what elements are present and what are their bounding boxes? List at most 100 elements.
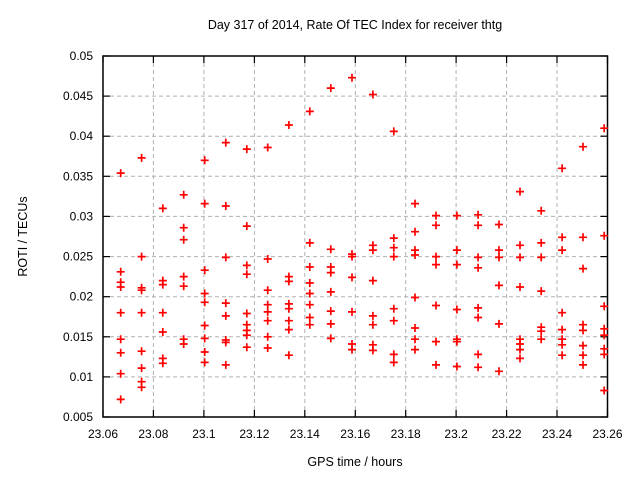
data-point-marker (221, 360, 230, 369)
data-point-marker (411, 335, 419, 344)
data-point-marker (368, 311, 377, 320)
data-point-marker (200, 348, 209, 356)
data-point-marker (116, 308, 125, 317)
data-point-marker (516, 241, 524, 250)
data-point-marker (263, 143, 272, 152)
y-tick-label: 0.015 (63, 330, 93, 344)
data-point-marker (179, 223, 188, 232)
data-point-marker (263, 255, 272, 263)
data-point-marker (158, 204, 167, 213)
data-point-marker (495, 253, 503, 262)
data-point-marker (411, 293, 419, 302)
data-point-marker (305, 238, 314, 247)
data-point-marker (242, 261, 251, 270)
data-point-marker (368, 276, 377, 285)
data-point-marker (474, 221, 483, 230)
data-point-marker (600, 331, 609, 340)
data-point-marker (558, 340, 567, 349)
data-point-marker (284, 351, 293, 360)
data-point-marker (221, 253, 230, 262)
data-point-marker (474, 350, 483, 359)
data-point-marker (179, 282, 188, 291)
y-tick-label: 0.04 (70, 129, 94, 143)
data-point-marker (137, 153, 146, 162)
data-point-marker (116, 267, 125, 276)
data-point-marker (242, 222, 251, 231)
data-point-marker (200, 358, 209, 367)
data-point-marker (474, 313, 483, 322)
data-point-marker (452, 211, 461, 220)
data-point-marker (348, 307, 356, 316)
data-point-marker (305, 300, 314, 309)
data-points (116, 73, 609, 404)
data-point-marker (495, 319, 503, 328)
data-point-marker (263, 300, 272, 309)
data-point-marker (284, 325, 293, 334)
data-point-marker (537, 206, 546, 215)
data-point-marker (200, 298, 209, 307)
data-point-marker (579, 341, 587, 350)
data-point-marker (158, 280, 167, 289)
data-point-marker (305, 263, 314, 271)
data-point-marker (221, 338, 230, 347)
data-point-marker (516, 354, 524, 363)
data-point-marker (242, 309, 251, 318)
data-point-marker (516, 283, 524, 291)
y-tick-label: 0.01 (70, 370, 94, 384)
data-point-marker (432, 221, 440, 230)
data-point-marker (116, 283, 125, 291)
x-tick-label: 23.2 (444, 427, 468, 441)
data-point-marker (495, 281, 503, 290)
data-point-marker (137, 347, 146, 356)
data-point-marker (558, 325, 567, 334)
data-point-marker (432, 301, 440, 310)
data-point-marker (326, 287, 335, 296)
grid-lines (103, 56, 608, 417)
data-point-marker (432, 337, 440, 346)
data-point-marker (389, 358, 398, 367)
data-point-marker (389, 252, 398, 261)
data-point-marker (221, 202, 230, 210)
data-point-marker (537, 253, 546, 262)
x-axis-label: GPS time / hours (307, 455, 402, 469)
x-tick-label: 23.22 (492, 427, 522, 441)
data-point-marker (221, 299, 230, 308)
data-point-marker (116, 369, 125, 378)
data-point-marker (221, 311, 230, 320)
chart-title: Day 317 of 2014, Rate Of TEC Index for r… (208, 18, 502, 32)
data-point-marker (284, 304, 293, 313)
data-point-marker (432, 211, 440, 220)
data-point-marker (200, 266, 209, 275)
data-point-marker (452, 246, 461, 255)
data-point-marker (305, 289, 314, 298)
data-point-marker (579, 351, 587, 360)
plot-border (102, 55, 609, 418)
data-point-marker (221, 138, 230, 147)
data-point-marker (474, 253, 483, 262)
data-point-marker (368, 320, 377, 329)
data-point-marker (179, 235, 188, 244)
data-point-marker (389, 243, 398, 252)
data-point-marker (242, 331, 251, 340)
x-tick-label: 23.24 (542, 427, 572, 441)
data-point-marker (200, 334, 209, 343)
data-point-marker (263, 332, 272, 341)
data-point-marker (579, 360, 587, 369)
data-point-marker (368, 246, 377, 255)
data-point-marker (411, 227, 419, 236)
y-tick-label: 0.035 (63, 169, 93, 183)
y-tick-label: 0.05 (70, 49, 94, 63)
data-point-marker (348, 73, 356, 82)
data-point-marker (495, 220, 503, 229)
x-tick-label: 23.1 (192, 427, 216, 441)
data-point-marker (348, 273, 356, 282)
data-point-marker (389, 316, 398, 325)
data-point-marker (284, 316, 293, 325)
data-point-marker (326, 307, 335, 316)
data-point-marker (558, 233, 567, 242)
data-point-marker (389, 350, 398, 359)
data-point-marker (537, 238, 546, 247)
x-tick-label: 23.14 (290, 427, 320, 441)
data-point-marker (452, 305, 461, 314)
data-point-marker (137, 308, 146, 317)
